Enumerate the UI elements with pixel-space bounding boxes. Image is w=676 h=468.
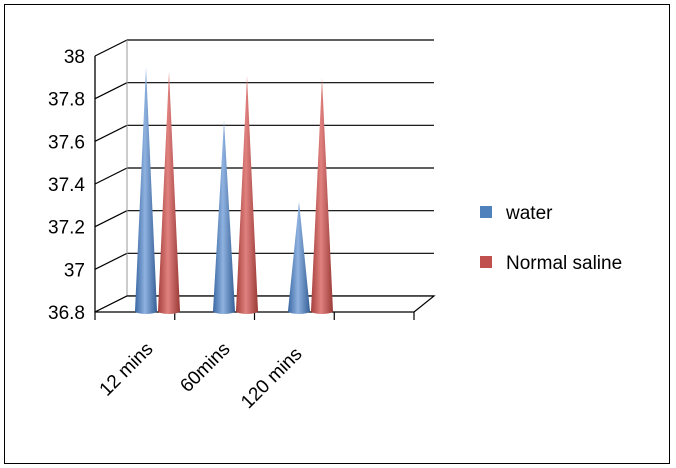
cone-water [288,201,310,314]
y-tick-label: 36.8 [48,303,85,324]
cone-normal-saline [311,78,333,314]
gridline-side [94,252,128,270]
legend-item-water: water [480,203,553,224]
legend-label: water [505,203,553,224]
legend-label: Normal saline [506,253,622,274]
y-tick-label: 37.8 [48,90,85,111]
y-tick-label: 37.6 [48,132,85,153]
x-tick-label: 12 mins [96,339,158,401]
gridline-side [94,167,128,185]
cone-normal-saline [236,75,258,314]
legend: water Normal saline [480,203,622,274]
x-tick-label: 60mins [176,339,234,397]
cone-normal-saline [158,71,180,314]
legend-item-normal-saline: Normal saline [480,253,622,274]
y-tick-label: 37.4 [48,175,85,196]
plot-area [135,67,333,315]
x-tick-label: 120 mins [237,344,306,413]
tick-labels: 36.8 37 37.2 37.4 37.6 37.8 38 12 mins 60mins 120… [48,47,307,413]
y-tick-label: 37 [64,260,85,281]
gridline-side [94,39,128,57]
gridline-side [94,82,128,100]
gridline-side [94,124,128,142]
cone-water [135,67,157,314]
legend-swatch [480,206,492,218]
y-tick-label: 37.2 [48,218,85,239]
gridline-side [94,210,128,228]
y-tick-label: 38 [64,47,85,68]
chart-frame [4,4,670,464]
cone-water [213,120,235,315]
legend-swatch [480,256,492,268]
